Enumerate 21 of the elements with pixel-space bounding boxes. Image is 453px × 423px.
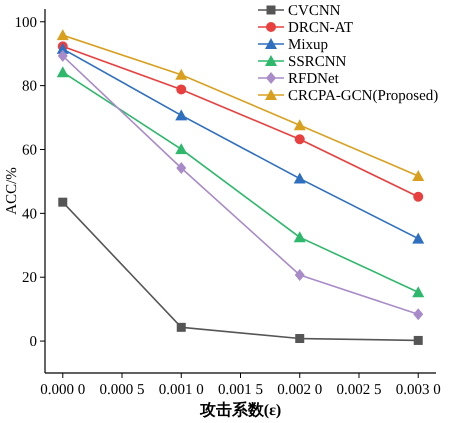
x-tick-label: 0.000 0: [40, 382, 86, 398]
x-tick-label: 0.001 5: [218, 382, 263, 398]
y-tick-label: 100: [14, 14, 37, 31]
legend-label: CRCPA-GCN(Proposed): [288, 88, 438, 104]
x-tick-label: 0.003 0: [396, 382, 441, 398]
legend-label: SSRCNN: [288, 54, 347, 70]
y-axis-title: ACC/%: [4, 167, 20, 215]
y-tick-label: 40: [22, 206, 37, 222]
y-tick-label: 0: [30, 334, 37, 350]
legend-label: CVCNN: [288, 3, 341, 19]
legend-label: DRCN-AT: [288, 20, 354, 36]
x-tick-label: 0.002 5: [336, 382, 382, 398]
x-tick-label: 0.000 5: [100, 382, 145, 398]
y-tick-label: 80: [22, 78, 37, 95]
legend-label: RFDNet: [288, 71, 340, 87]
x-tick-label: 0.002 0: [277, 382, 322, 398]
y-tick-label: 60: [22, 142, 37, 158]
x-axis-title: 攻击系数(ε): [198, 401, 282, 419]
legend-label: Mixup: [288, 37, 328, 53]
x-tick-label: 0.001 0: [158, 382, 204, 398]
y-tick-label: 20: [22, 270, 37, 286]
